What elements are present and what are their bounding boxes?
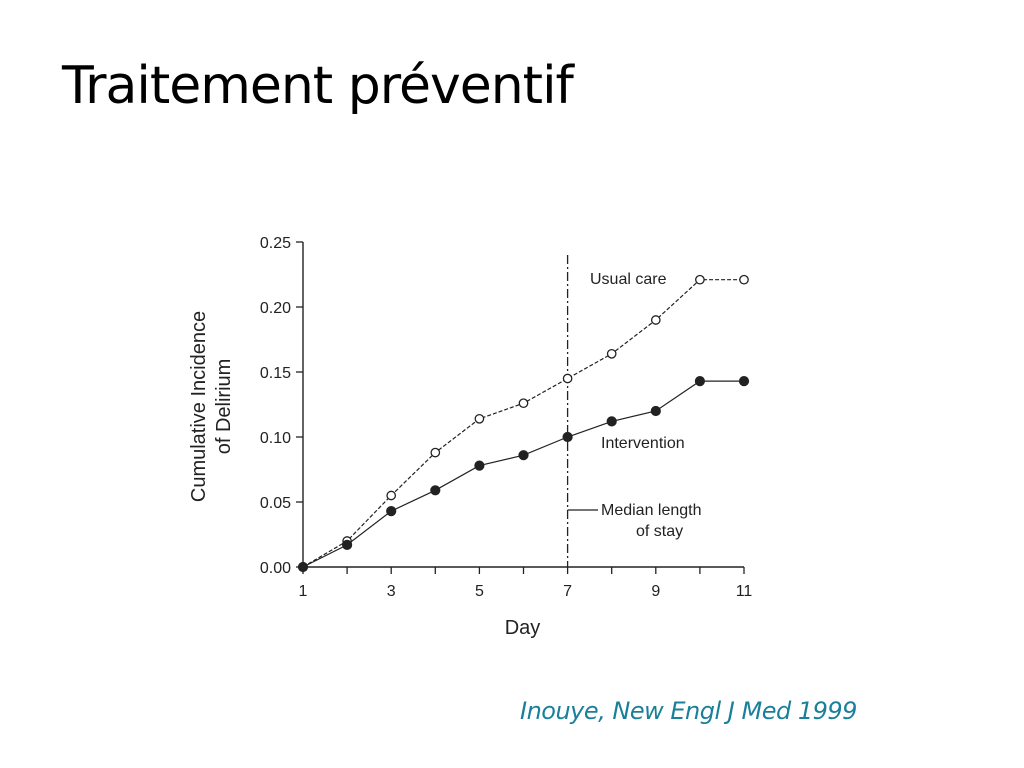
- citation: Inouye, New Engl J Med 1999: [520, 697, 857, 725]
- usual-care-point: [562, 373, 573, 384]
- y-tick-label: 0.25: [260, 235, 291, 252]
- intervention-point: [430, 485, 441, 496]
- usual-care-point: [430, 447, 441, 458]
- series-label-usual-care: Usual care: [590, 271, 667, 288]
- intervention-point: [694, 376, 706, 387]
- y-axis-label-line: Cumulative Incidence: [188, 311, 210, 502]
- x-tick-label: 5: [475, 583, 484, 600]
- x-tick-label: 7: [563, 583, 572, 600]
- y-tick-label: 0.05: [260, 495, 291, 512]
- usual-care-point: [739, 274, 749, 285]
- slide-title: Traitement préventif: [62, 56, 574, 116]
- intervention-point: [562, 431, 573, 443]
- y-tick-label: 0.10: [260, 430, 291, 447]
- x-tick-label: 9: [651, 583, 660, 600]
- y-tick-label: 0.15: [260, 365, 291, 382]
- chart-axes: 0.00 0.05 0.10 0.15 0.20 0.25 1 3 5 7 9 11 Day Cumula…: [188, 235, 752, 639]
- intervention-point: [738, 376, 750, 387]
- y-tick-label: 0.20: [260, 300, 291, 317]
- x-axis-label: Day: [505, 617, 541, 639]
- x-tick-label: 3: [387, 583, 396, 600]
- y-axis-label-line: of Delirium: [213, 359, 235, 455]
- x-tick-label: 1: [299, 583, 308, 600]
- chart-labels: Usual care Intervention: [590, 271, 685, 452]
- intervention-point: [518, 450, 529, 461]
- y-axis-label: Cumulative Incidence of Delirium: [188, 311, 235, 502]
- median-stay-reference: Median length of stay: [566, 255, 702, 567]
- usual-care-point: [606, 348, 617, 359]
- intervention-point: [386, 506, 397, 517]
- intervention-point: [474, 460, 485, 471]
- x-tick-label: 11: [736, 583, 753, 600]
- usual-care-point: [386, 490, 397, 501]
- y-tick-label: 0.00: [260, 560, 291, 577]
- intervention-point: [297, 561, 309, 573]
- median-stay-label-line2: of stay: [636, 523, 683, 540]
- intervention-point: [650, 405, 661, 417]
- usual-care-point: [518, 398, 529, 409]
- usual-care-point: [695, 274, 705, 285]
- intervention-point: [606, 416, 617, 427]
- usual-care-point: [650, 315, 661, 325]
- median-stay-label-line1: Median length: [601, 502, 702, 519]
- chart-series: [297, 274, 750, 573]
- intervention-point: [342, 539, 353, 551]
- usual-care-point: [474, 413, 485, 424]
- series-label-intervention: Intervention: [601, 435, 685, 452]
